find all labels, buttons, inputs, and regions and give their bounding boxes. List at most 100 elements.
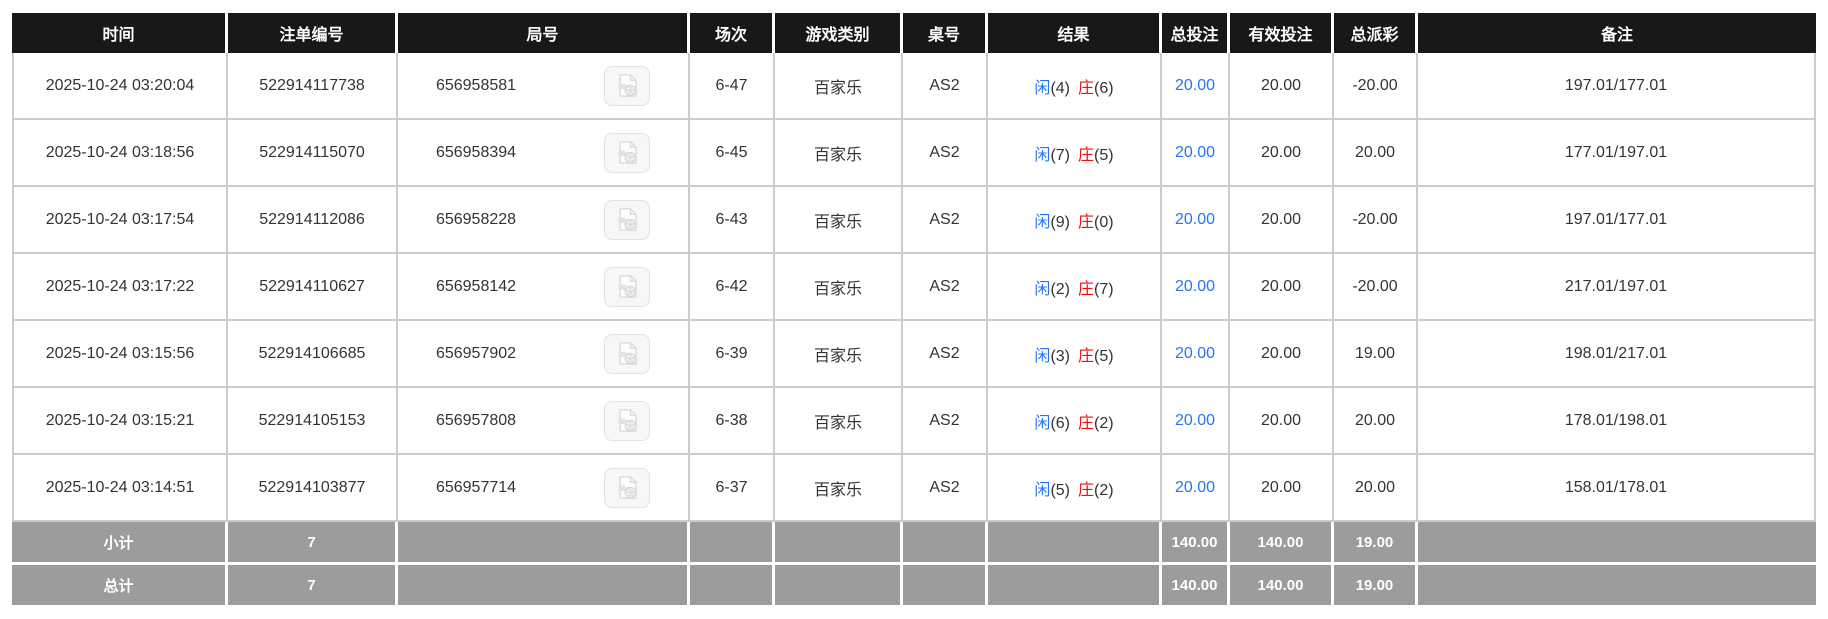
total-bet-link[interactable]: 20.00 [1174, 478, 1216, 496]
bet-id-cell: 522914106685 [228, 321, 398, 388]
player-result-label: 闲 [1034, 347, 1051, 365]
round-number: 656957714 [435, 478, 517, 496]
payout-cell: -20.00 [1334, 53, 1418, 120]
total-bet-cell: 20.00 [1162, 321, 1230, 388]
player-result-score: (7) [1050, 146, 1070, 164]
subtotal-label: 小计 [12, 522, 228, 565]
round-cell: 656958581 [398, 53, 690, 120]
total-bet-link[interactable]: 20.00 [1174, 411, 1216, 429]
session-cell: 6-47 [690, 53, 775, 120]
subtotal-valid-bet: 140.00 [1230, 522, 1334, 565]
game-type-cell: 百家乐 [775, 388, 903, 455]
video-replay-button[interactable] [604, 333, 651, 374]
table-row: 2025-10-24 03:17:22 522914110627 6569581… [12, 254, 1816, 321]
round-cell: 656958142 [398, 254, 690, 321]
col-header-time: 时间 [12, 13, 228, 53]
empty-cell [1418, 565, 1816, 608]
bet-id-cell: 522914117738 [228, 53, 398, 120]
player-result-label: 闲 [1034, 414, 1051, 432]
round-cell: 656957714 [398, 455, 690, 522]
empty-cell [903, 565, 988, 608]
total-bet-link[interactable]: 20.00 [1174, 277, 1216, 295]
header-row: 时间 注单编号 局号 场次 游戏类别 桌号 结果 总投注 有效投注 总派彩 备注 [12, 13, 1816, 53]
result-cell: 闲(9) 庄(0) [988, 187, 1162, 254]
video-replay-button[interactable] [604, 65, 651, 106]
total-bet-cell: 20.00 [1162, 254, 1230, 321]
table-no-cell: AS2 [903, 455, 988, 522]
valid-bet-cell: 20.00 [1230, 254, 1334, 321]
video-file-icon [618, 141, 637, 164]
total-bet-link[interactable]: 20.00 [1174, 210, 1216, 228]
remark-cell: 178.01/198.01 [1418, 388, 1816, 455]
total-label: 总计 [12, 565, 228, 608]
valid-bet-cell: 20.00 [1230, 120, 1334, 187]
banker-result-label: 庄 [1078, 414, 1095, 432]
valid-bet-cell: 20.00 [1230, 321, 1334, 388]
col-header-game-type: 游戏类别 [775, 13, 903, 53]
result-cell: 闲(3) 庄(5) [988, 321, 1162, 388]
empty-cell [988, 522, 1162, 565]
banker-result-label: 庄 [1078, 146, 1095, 164]
session-cell: 6-39 [690, 321, 775, 388]
total-valid-bet: 140.00 [1230, 565, 1334, 608]
round-number: 656958394 [435, 143, 517, 161]
round-number: 656957808 [435, 411, 517, 429]
player-result-label: 闲 [1034, 213, 1051, 231]
bet-id-cell: 522914112086 [228, 187, 398, 254]
banker-result-score: (6) [1094, 79, 1114, 97]
bet-id-cell: 522914103877 [228, 455, 398, 522]
video-replay-button[interactable] [604, 400, 651, 441]
round-number: 656958581 [435, 76, 517, 94]
player-result-score: (6) [1050, 414, 1070, 432]
game-type-cell: 百家乐 [775, 187, 903, 254]
time-cell: 2025-10-24 03:14:51 [12, 455, 228, 522]
total-bet-link[interactable]: 20.00 [1174, 344, 1216, 362]
remark-cell: 177.01/197.01 [1418, 120, 1816, 187]
valid-bet-cell: 20.00 [1230, 388, 1334, 455]
video-file-icon [618, 409, 637, 432]
payout-cell: 20.00 [1334, 388, 1418, 455]
player-result-label: 闲 [1034, 481, 1051, 499]
banker-result-label: 庄 [1078, 213, 1095, 231]
player-result-score: (9) [1050, 213, 1070, 231]
empty-cell [398, 565, 690, 608]
round-cell: 656958228 [398, 187, 690, 254]
col-header-table-no: 桌号 [903, 13, 988, 53]
round-cell: 656957808 [398, 388, 690, 455]
video-replay-button[interactable] [604, 467, 651, 508]
banker-result-score: (0) [1094, 213, 1114, 231]
table-no-cell: AS2 [903, 254, 988, 321]
payout-cell: -20.00 [1334, 187, 1418, 254]
time-cell: 2025-10-24 03:15:56 [12, 321, 228, 388]
video-replay-button[interactable] [604, 199, 651, 240]
total-bet-cell: 20.00 [1162, 388, 1230, 455]
remark-cell: 198.01/217.01 [1418, 321, 1816, 388]
video-replay-button[interactable] [604, 132, 651, 173]
col-header-total-bet: 总投注 [1162, 13, 1230, 53]
subtotal-count: 7 [228, 522, 398, 565]
table-no-cell: AS2 [903, 187, 988, 254]
bet-id-cell: 522914105153 [228, 388, 398, 455]
table-row: 2025-10-24 03:18:56 522914115070 6569583… [12, 120, 1816, 187]
result-cell: 闲(4) 庄(6) [988, 53, 1162, 120]
table-no-cell: AS2 [903, 53, 988, 120]
total-bet-link[interactable]: 20.00 [1174, 76, 1216, 94]
time-cell: 2025-10-24 03:17:22 [12, 254, 228, 321]
video-replay-button[interactable] [604, 266, 651, 307]
subtotal-total-bet: 140.00 [1162, 522, 1230, 565]
total-bet-cell: 20.00 [1162, 187, 1230, 254]
remark-cell: 197.01/177.01 [1418, 187, 1816, 254]
video-file-icon [618, 476, 637, 499]
player-result-score: (2) [1050, 280, 1070, 298]
banker-result-label: 庄 [1078, 347, 1095, 365]
session-cell: 6-45 [690, 120, 775, 187]
empty-cell [903, 522, 988, 565]
total-bet-link[interactable]: 20.00 [1174, 143, 1216, 161]
time-cell: 2025-10-24 03:17:54 [12, 187, 228, 254]
total-count: 7 [228, 565, 398, 608]
round-number: 656958228 [435, 210, 517, 228]
round-cell: 656958394 [398, 120, 690, 187]
banker-result-label: 庄 [1078, 79, 1095, 97]
player-result-label: 闲 [1034, 79, 1051, 97]
total-bet-cell: 20.00 [1162, 120, 1230, 187]
